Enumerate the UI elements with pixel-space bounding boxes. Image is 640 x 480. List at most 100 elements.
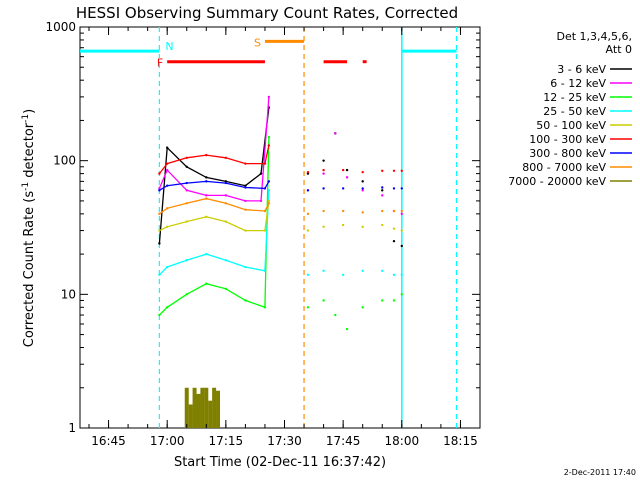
series-point [224, 259, 228, 262]
series-point [345, 168, 349, 172]
series-line [159, 190, 401, 274]
legend-label: 100 - 300 keV [529, 133, 606, 146]
legend-label: 3 - 6 keV [557, 63, 606, 76]
series-point [185, 181, 188, 185]
series-point [381, 169, 384, 172]
series-point [165, 225, 169, 229]
series-point [205, 176, 208, 179]
series-point [392, 169, 396, 172]
series-point [158, 189, 161, 192]
series-point [165, 184, 169, 187]
series-point [224, 202, 228, 205]
series-line [159, 145, 401, 173]
series-point [341, 209, 345, 213]
series-point [212, 387, 217, 428]
series-point [381, 223, 384, 227]
x-tick-label: 17:45 [326, 434, 361, 448]
series-point [224, 287, 228, 291]
series-point [205, 197, 208, 200]
series-point [192, 387, 197, 428]
series-point [392, 239, 396, 243]
series-point [185, 259, 188, 262]
series-point [267, 106, 271, 109]
series-line [159, 201, 401, 231]
plot-frame [79, 26, 481, 429]
series-point [400, 187, 403, 190]
series-point [361, 269, 364, 272]
series-point [392, 273, 396, 277]
series-point [381, 186, 384, 189]
series-point [184, 387, 189, 428]
series-point [361, 211, 364, 214]
series-point [306, 306, 310, 309]
series-point [158, 229, 161, 232]
legend-label: 300 - 800 keV [529, 147, 606, 160]
series-point [361, 180, 364, 183]
legend-label: 12 - 25 keV [543, 91, 606, 104]
series-point [200, 387, 205, 428]
series-point [244, 162, 247, 165]
series-point [185, 156, 188, 160]
series-point [204, 387, 209, 428]
series-point [205, 282, 208, 285]
series-point [185, 220, 188, 223]
series-point [244, 186, 247, 189]
series-point [267, 189, 271, 192]
series-point [205, 252, 208, 256]
series-point [244, 199, 247, 203]
series-point [216, 390, 221, 428]
series-point [381, 189, 384, 192]
series-point [322, 187, 325, 190]
legend-label: 50 - 100 keV [536, 119, 606, 132]
series-point [400, 293, 403, 296]
series-point [306, 170, 310, 174]
x-tick-label: 18:00 [385, 434, 420, 448]
series-point [345, 327, 349, 331]
series-point [165, 146, 169, 149]
y-tick-label: 1000 [45, 20, 76, 34]
timestamp: 2-Dec-2011 17:40 [564, 468, 636, 477]
series-point [259, 172, 263, 175]
legend-label: 25 - 50 keV [543, 105, 606, 118]
series-point [165, 207, 169, 210]
series-point [341, 273, 345, 277]
series-point [205, 180, 208, 183]
series-point [196, 393, 201, 428]
series-point [400, 244, 403, 248]
series-point [188, 404, 193, 428]
series-point [224, 194, 228, 197]
x-tick-label: 16:45 [91, 434, 126, 448]
series-point [341, 223, 345, 227]
legend-label: 6 - 12 keV [550, 77, 606, 90]
series-point [392, 299, 396, 302]
legend-label: 800 - 7000 keV [522, 161, 606, 174]
series-point [306, 212, 310, 216]
flag-label: F [157, 57, 163, 70]
series-point [392, 227, 396, 230]
flag-label: N [165, 40, 173, 53]
series-point [267, 135, 271, 139]
series-point [158, 242, 161, 245]
series-point [205, 215, 208, 219]
x-tick-label: 17:30 [267, 434, 302, 448]
flag-label: S [254, 36, 261, 49]
series-point [400, 212, 403, 216]
series-line [159, 137, 401, 315]
series-line [159, 181, 401, 190]
series-point [341, 168, 345, 172]
series-line [159, 108, 401, 247]
series-line [159, 97, 401, 214]
legend-label: 7000 - 20000 keV [508, 175, 606, 188]
x-tick-label: 17:15 [209, 434, 244, 448]
y-tick-label: 1 [68, 421, 76, 435]
plot-area: NF S [79, 26, 481, 429]
series-point [244, 299, 247, 302]
y-tick-label: 100 [53, 154, 76, 168]
series-point [345, 176, 349, 179]
series-point [400, 229, 403, 232]
series-point [400, 209, 403, 213]
series-point [244, 184, 247, 187]
series-lines [158, 96, 403, 428]
